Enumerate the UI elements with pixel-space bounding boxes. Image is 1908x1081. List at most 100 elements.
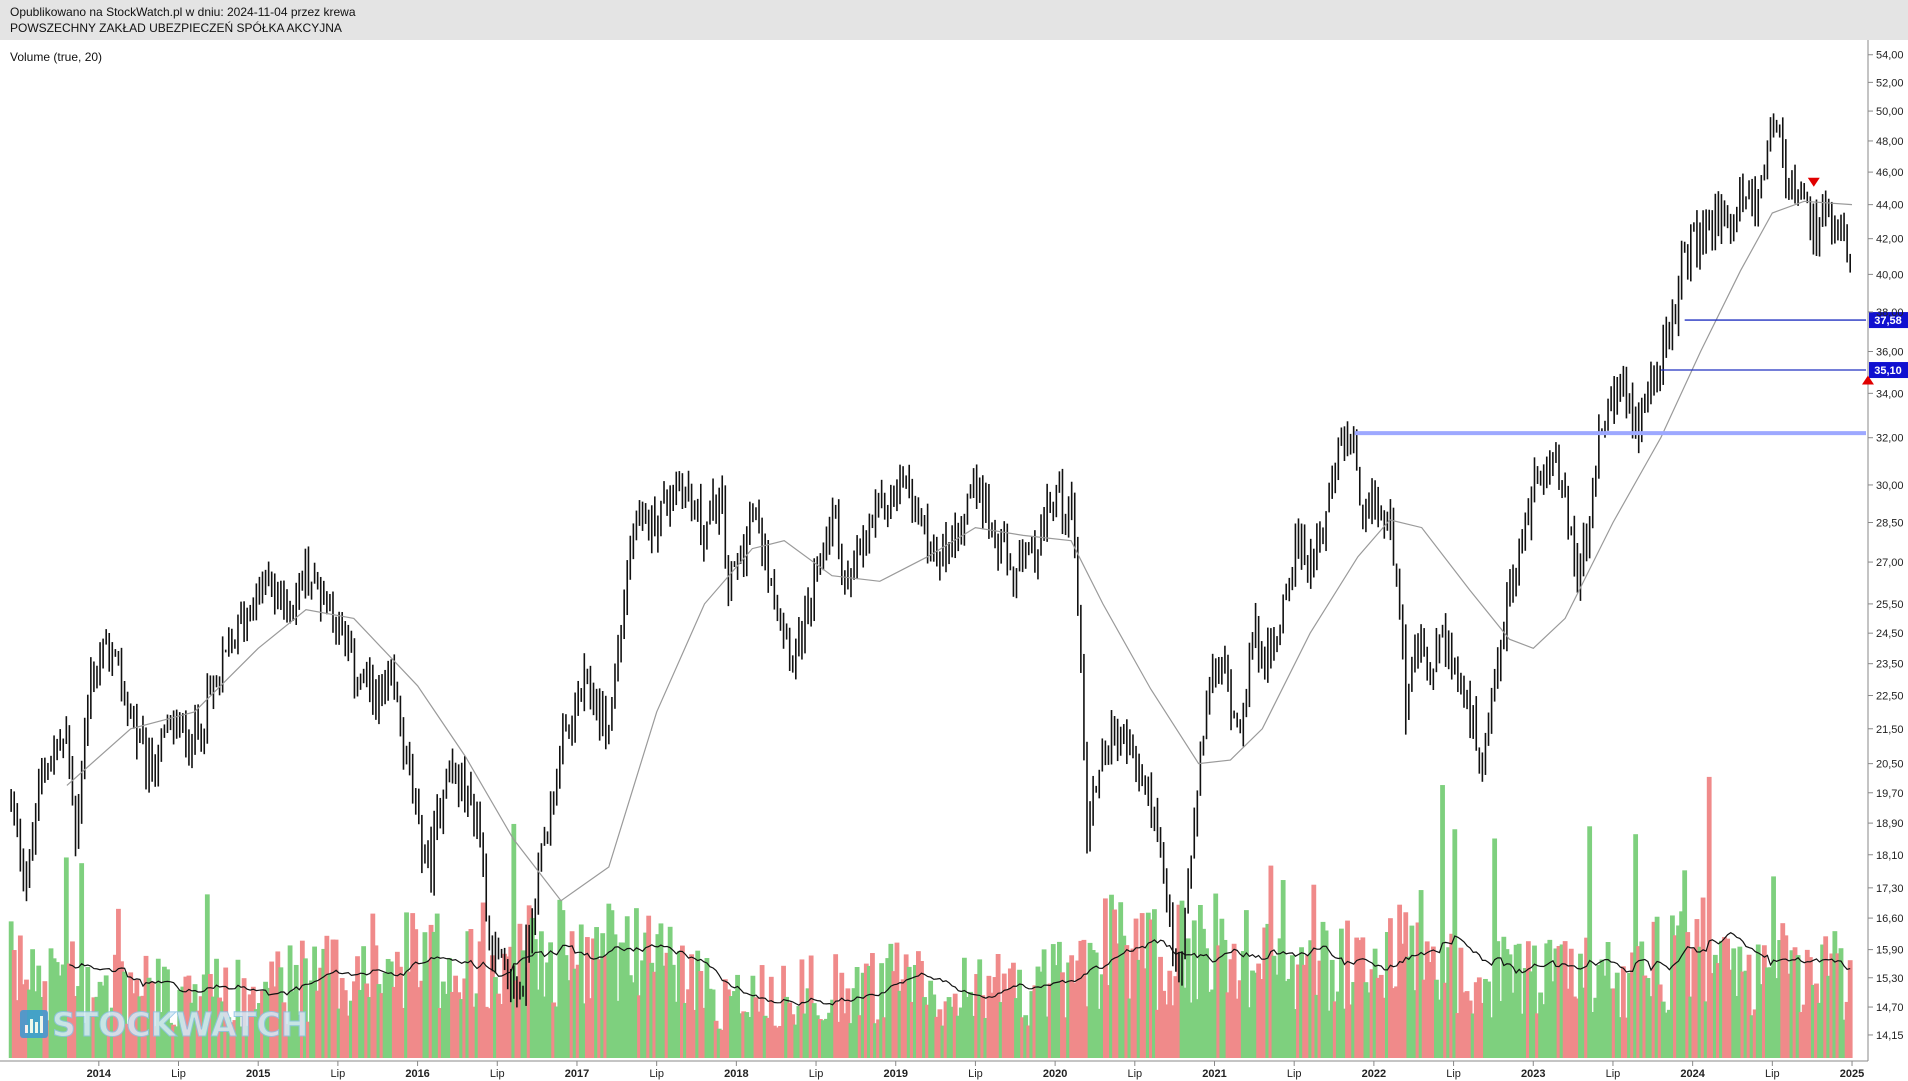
- volume-bar: [781, 965, 786, 1058]
- volume-bar: [664, 952, 670, 1058]
- volume-bar: [689, 954, 694, 1058]
- volume-bar: [741, 1011, 747, 1058]
- volume-bar: [1486, 981, 1491, 1058]
- ma-line: [66, 200, 1853, 902]
- volume-bar: [1415, 922, 1421, 1058]
- volume-bar: [630, 982, 636, 1058]
- volume-bar: [76, 986, 81, 1058]
- volume-bar: [1749, 1015, 1755, 1058]
- volume-bar: [1519, 1013, 1525, 1058]
- volume-bar: [100, 985, 106, 1058]
- volume-bar: [885, 958, 891, 1058]
- volume-bar: [1124, 945, 1130, 1058]
- volume-bar: [1792, 947, 1798, 1058]
- volume-bar: [1712, 954, 1718, 1058]
- volume-bar: [1096, 1008, 1102, 1058]
- volume-bar: [701, 1007, 707, 1058]
- volume-bar: [863, 963, 869, 1058]
- volume-bar: [1786, 973, 1792, 1058]
- volume-bar: [1391, 988, 1396, 1058]
- volume-bar: [1556, 946, 1562, 1058]
- header-bar: Opublikowano na StockWatch.pl w dniu: 20…: [0, 0, 1908, 40]
- volume-bar: [1476, 977, 1482, 1058]
- volume-bar: [1832, 931, 1838, 1058]
- volume-bar: [1550, 981, 1556, 1058]
- volume-bar: [505, 956, 511, 1058]
- y-tick-label: 18,10: [1876, 850, 1904, 862]
- volume-bar: [428, 924, 434, 1058]
- volume-bar: [1182, 987, 1188, 1058]
- volume-bar: [1602, 975, 1608, 1058]
- volume-bar: [1811, 984, 1816, 1058]
- volume-bar: [1029, 991, 1035, 1058]
- volume-bar: [1470, 1013, 1476, 1058]
- volume-bar: [750, 975, 756, 1058]
- volume-bar: [1645, 978, 1651, 1058]
- volume-bar: [1412, 990, 1418, 1058]
- x-tick-label: 2016: [405, 1068, 429, 1080]
- volume-bar: [1489, 1017, 1494, 1058]
- volume-bar: [900, 979, 906, 1058]
- volume-bar: [1498, 1001, 1504, 1058]
- level-label-bg: [1869, 312, 1908, 329]
- volume-bar: [1510, 992, 1516, 1058]
- volume-bar: [109, 1007, 115, 1058]
- volume-bar: [290, 991, 296, 1058]
- volume-bar: [1516, 943, 1522, 1058]
- volume-bar: [919, 961, 924, 1058]
- volume-bar: [1035, 966, 1041, 1058]
- volume-bar: [968, 991, 973, 1058]
- volume-bar: [440, 981, 446, 1058]
- volume-bar: [768, 976, 774, 1058]
- volume-bar: [756, 1011, 762, 1058]
- volume-bar: [876, 1019, 881, 1058]
- volume-bar: [778, 1025, 783, 1058]
- volume-bar: [649, 962, 655, 1058]
- volume-bar: [572, 968, 578, 1058]
- volume-bar: [646, 915, 652, 1058]
- volume-bar: [762, 1015, 768, 1058]
- volume-bar: [1501, 936, 1507, 1058]
- volume-bar: [303, 958, 308, 1058]
- volume-bar: [578, 924, 584, 1058]
- volume-bar: [588, 998, 593, 1058]
- volume-bar: [928, 980, 934, 1058]
- volume-bar: [207, 974, 213, 1058]
- volume-bar: [833, 954, 839, 1058]
- volume-bar: [851, 988, 857, 1058]
- volume-bar: [1761, 945, 1767, 1058]
- volume-bar: [594, 927, 599, 1058]
- x-tick-label: Lip: [1446, 1068, 1461, 1080]
- volume-bar: [1234, 998, 1240, 1058]
- level-label: 37,58: [1874, 315, 1902, 327]
- volume-bar: [508, 946, 514, 1058]
- volume-bar: [1121, 935, 1127, 1058]
- volume-bar: [447, 957, 452, 1058]
- x-tick-label: 2020: [1043, 1068, 1067, 1080]
- volume-bar: [1418, 890, 1424, 1058]
- volume-bar: [695, 950, 701, 1058]
- volume-bar: [1568, 948, 1574, 1058]
- volume-bar: [1434, 979, 1439, 1058]
- volume-bar: [1001, 973, 1007, 1058]
- volume-bar: [443, 993, 449, 1058]
- volume-bar: [1118, 902, 1124, 1058]
- volume-bar: [247, 994, 253, 1058]
- volume-bar: [1403, 912, 1409, 1058]
- volume-bar: [1164, 1004, 1170, 1058]
- volume-bar: [11, 950, 17, 1058]
- volume-bar: [961, 957, 967, 1058]
- volume-bar: [229, 1022, 235, 1058]
- volume-bar: [958, 1007, 964, 1058]
- volume-bar: [1216, 945, 1222, 1058]
- volume-bar: [1596, 964, 1602, 1058]
- volume-bar: [358, 989, 363, 1058]
- volume-bar: [63, 857, 69, 1058]
- volume-bar: [1250, 970, 1255, 1058]
- volume-bar: [805, 988, 811, 1058]
- volume-bar: [465, 931, 471, 1058]
- volume-bar: [345, 1015, 351, 1058]
- volume-bar: [1522, 968, 1528, 1058]
- volume-bar: [661, 965, 667, 1058]
